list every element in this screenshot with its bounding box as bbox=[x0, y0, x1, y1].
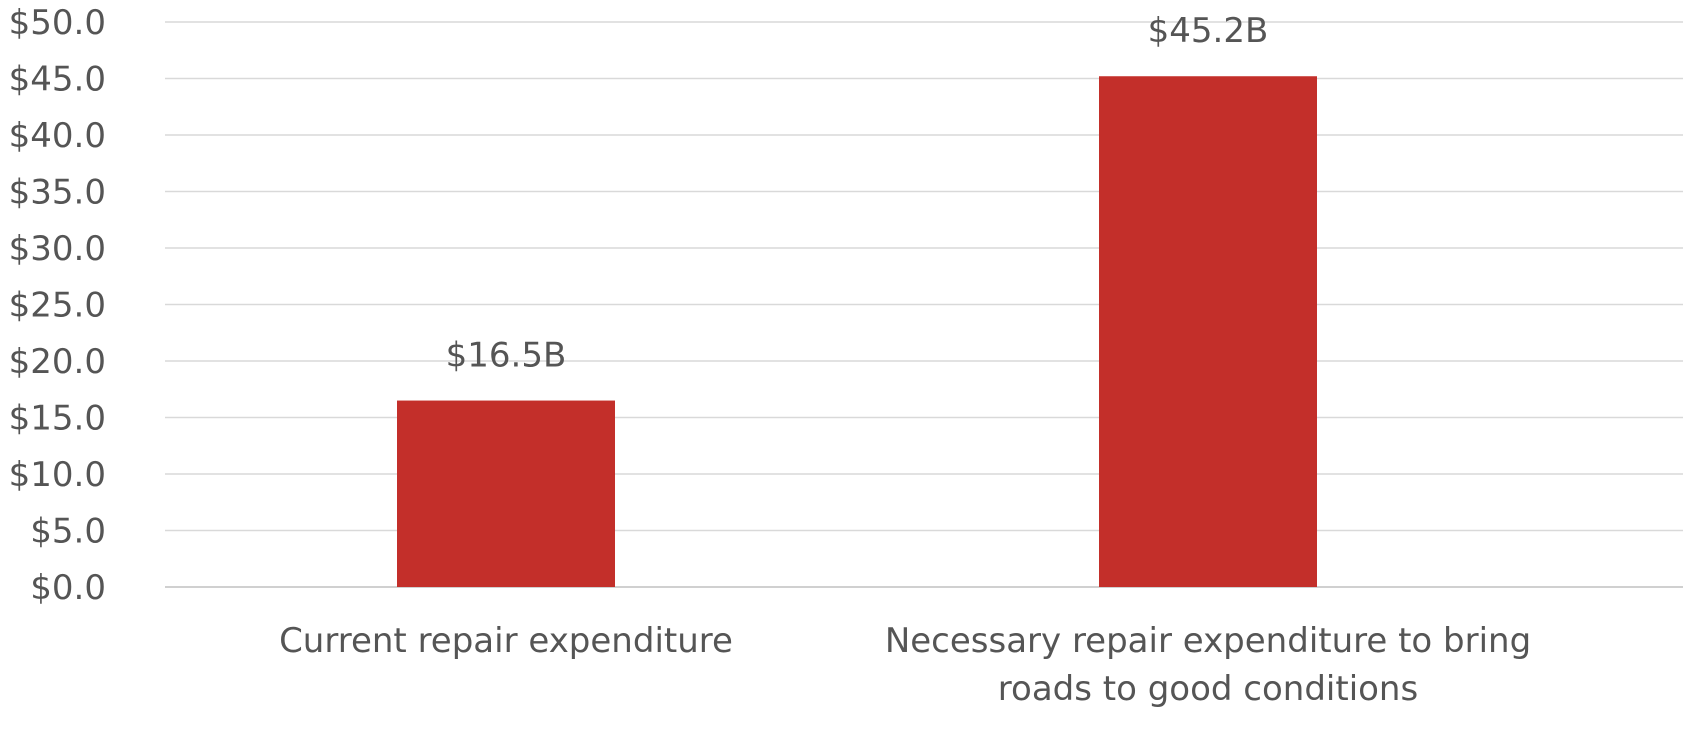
y-axis-tick-labels: $0.0 $5.0 $10.0 $15.0 $20.0 $25.0 $30.0 $35.0 $4… bbox=[9, 3, 106, 608]
y-tick-label: $25.0 bbox=[9, 286, 106, 326]
y-tick-label: $50.0 bbox=[9, 3, 106, 43]
category-label: Current repair expenditure bbox=[279, 621, 733, 661]
y-tick-label: $5.0 bbox=[30, 512, 106, 552]
bar bbox=[397, 400, 615, 587]
bars bbox=[397, 76, 1317, 588]
y-tick-label: $0.0 bbox=[30, 568, 106, 608]
y-tick-label: $40.0 bbox=[9, 116, 106, 156]
y-tick-label: $20.0 bbox=[9, 342, 106, 382]
y-tick-label: $45.0 bbox=[9, 60, 106, 100]
y-tick-label: $30.0 bbox=[9, 229, 106, 269]
category-label: roads to good conditions bbox=[998, 669, 1418, 709]
bar bbox=[1099, 76, 1317, 588]
y-tick-label: $10.0 bbox=[9, 455, 106, 495]
y-tick-label: $35.0 bbox=[9, 173, 106, 213]
data-label: $16.5B bbox=[446, 336, 567, 376]
gridlines bbox=[165, 21, 1683, 588]
data-label: $45.2B bbox=[1148, 11, 1269, 51]
x-axis-category-labels: Current repair expenditure Necessary repa… bbox=[279, 621, 1531, 709]
category-label: Necessary repair expenditure to bring bbox=[885, 621, 1531, 661]
data-labels: $16.5B $45.2B bbox=[446, 11, 1269, 375]
y-tick-label: $15.0 bbox=[9, 399, 106, 439]
